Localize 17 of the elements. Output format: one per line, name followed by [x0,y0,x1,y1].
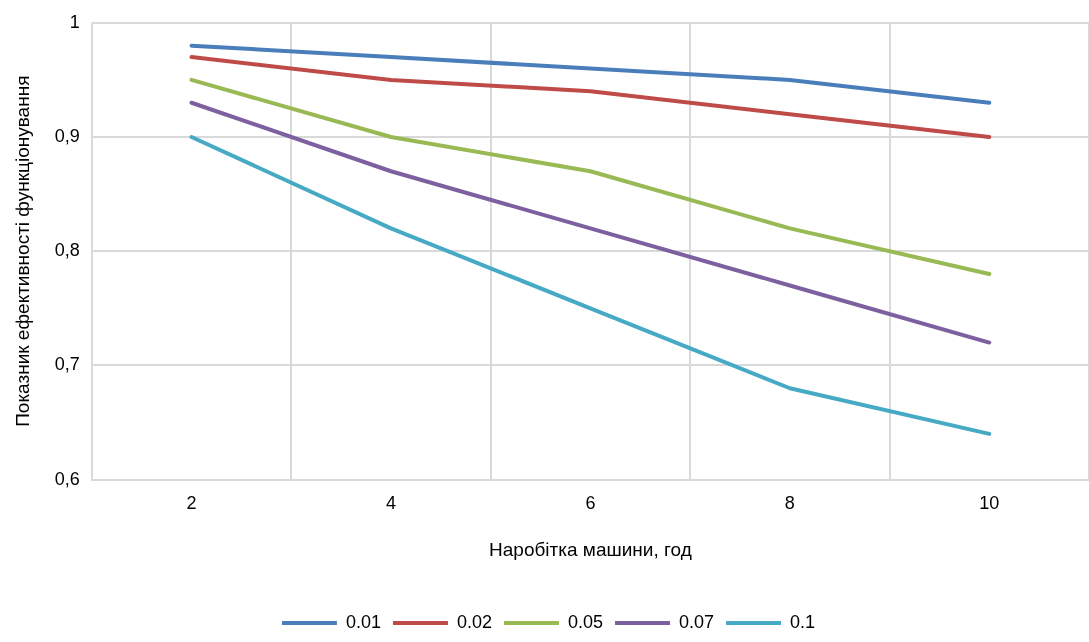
x-tick-label: 6 [585,493,596,514]
legend-label: 0.01 [345,611,381,632]
legend-label: 0.02 [456,611,492,632]
y-tick-label: 0,8 [54,240,80,261]
y-tick-label: 0,9 [54,125,80,146]
legend-label: 0.1 [790,611,816,632]
x-tick-label: 10 [979,493,1000,514]
legend-label: 0.05 [567,611,604,632]
x-tick-label: 4 [385,493,396,514]
y-tick-label: 1 [69,11,80,32]
x-axis-title: Наробітка машини, год [489,538,692,560]
x-tick-label: 2 [186,493,197,514]
legend-label: 0.07 [679,611,715,632]
y-tick-label: 0,7 [54,354,80,375]
y-axis-title: Показник ефективності функціонування [11,75,33,427]
y-tick-label: 0,6 [54,468,80,489]
x-tick-label: 8 [784,493,795,514]
